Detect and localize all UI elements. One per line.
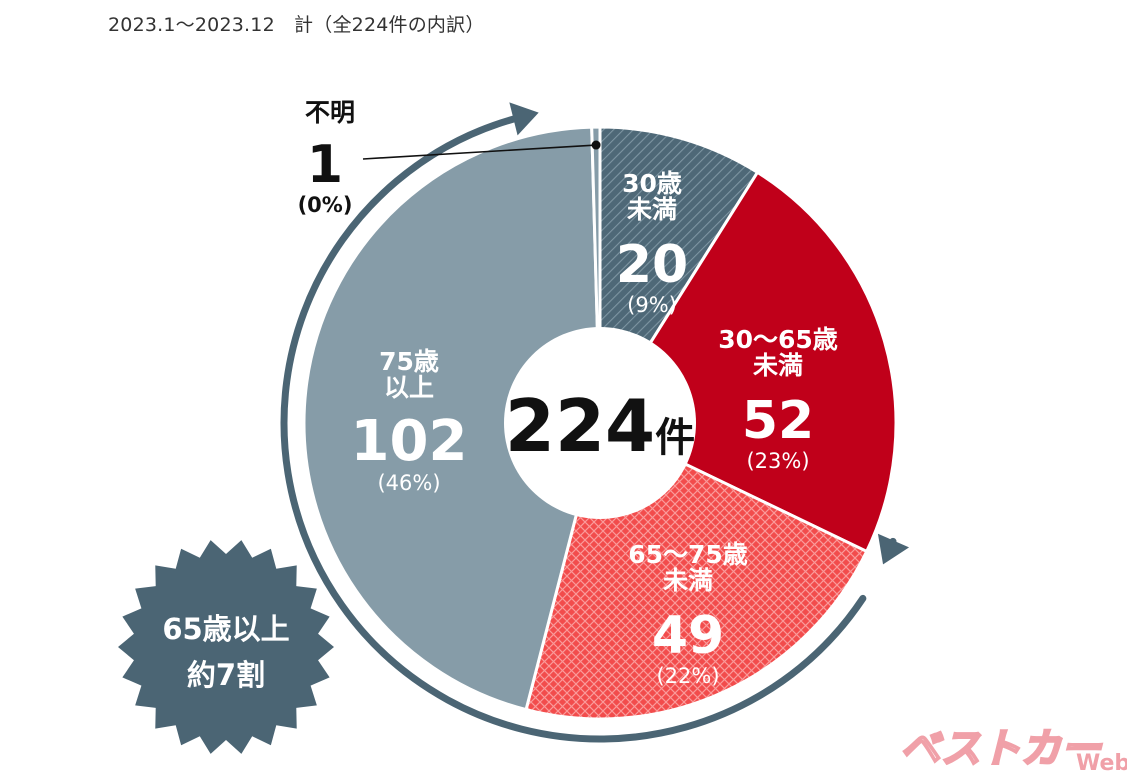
badge-line-1: 65歳以上 [162, 612, 289, 646]
slice-category-label: 30〜65歳 [718, 325, 838, 354]
unknown-leader-dot [591, 140, 601, 150]
slice-percent-label: (22%) [656, 664, 719, 688]
badge-line-2: 約7割 [187, 658, 265, 692]
center-hole [504, 327, 696, 519]
range-arrow-arcs [280, 102, 910, 743]
arrow-head-top [509, 102, 539, 136]
slice-value-label: 52 [742, 391, 814, 451]
center-total-unit: 件 [655, 415, 695, 461]
slice-category-label: 以上 [384, 373, 434, 402]
pie-slices [302, 125, 898, 721]
slice-value-label: 102 [351, 409, 468, 474]
slice-category-label: 65〜75歳 [628, 540, 748, 569]
unknown-leader-line [362, 144, 597, 160]
arrow-arc-over-65 [280, 112, 867, 743]
unknown-category-label: 不明 [305, 98, 355, 127]
slice-labels: 30歳未満20(9%)30〜65歳未満52(23%)65〜75歳未満49(22%… [298, 98, 838, 688]
slice-category-label: 未満 [753, 351, 803, 380]
slice-category-label: 30歳 [622, 169, 682, 198]
slice-value-label: 49 [652, 606, 724, 666]
slice-percent-label: (9%) [627, 293, 677, 317]
watermark-brand: ベストカー [900, 726, 1103, 772]
slice-category-label: 75歳 [379, 347, 439, 376]
page-title: 2023.1〜2023.12 計（全224件の内訳） [108, 14, 485, 36]
center-total-number: 224 [505, 384, 655, 468]
unknown-percent-label: (0%) [298, 193, 353, 217]
unknown-value-label: 1 [307, 135, 343, 195]
slice-75-and-over [302, 125, 602, 712]
watermark-suffix: Web [1076, 751, 1127, 774]
slice-category-label: 未満 [663, 566, 713, 595]
slice-percent-label: (46%) [377, 471, 440, 495]
slice-percent-label: (23%) [746, 449, 809, 473]
slice-value-label: 20 [616, 235, 688, 295]
arrow-head-right [877, 533, 910, 565]
center-total-label: 224件 [505, 384, 695, 468]
slice-category-label: 未満 [627, 195, 677, 224]
badge-starburst [118, 540, 334, 754]
